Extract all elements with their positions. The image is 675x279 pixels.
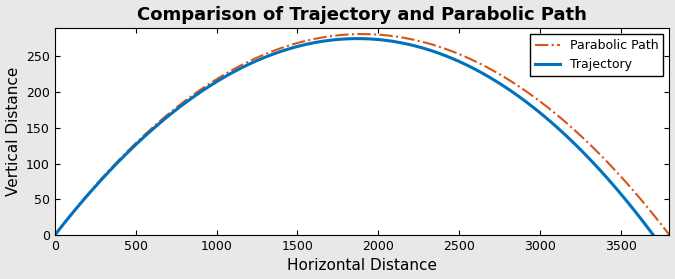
- Trajectory: [632, 211, 641, 215]
- Trajectory: [354, 37, 362, 40]
- Trajectory: [347, 37, 355, 40]
- Line: Trajectory: Trajectory: [55, 39, 653, 235]
- Parabolic Path: [82, 194, 90, 198]
- Trajectory: [632, 212, 641, 215]
- Trajectory: [526, 103, 534, 106]
- Trajectory: [649, 233, 657, 237]
- Title: Comparison of Trajectory and Parabolic Path: Comparison of Trajectory and Parabolic P…: [137, 6, 587, 23]
- Parabolic Path: [647, 211, 655, 214]
- Trajectory: [82, 195, 90, 198]
- Trajectory: [51, 233, 59, 237]
- Legend: Parabolic Path, Trajectory: Parabolic Path, Trajectory: [530, 34, 664, 76]
- Parabolic Path: [358, 32, 366, 36]
- Parabolic Path: [350, 33, 358, 36]
- Trajectory: [331, 38, 339, 41]
- Parabolic Path: [333, 34, 342, 37]
- Parabolic Path: [648, 211, 656, 215]
- Parabolic Path: [666, 233, 674, 237]
- Parabolic Path: [535, 99, 543, 102]
- Parabolic Path: [51, 233, 59, 237]
- Y-axis label: Vertical Distance: Vertical Distance: [5, 67, 20, 196]
- Line: Parabolic Path: Parabolic Path: [55, 34, 670, 235]
- X-axis label: Horizontal Distance: Horizontal Distance: [287, 258, 437, 273]
